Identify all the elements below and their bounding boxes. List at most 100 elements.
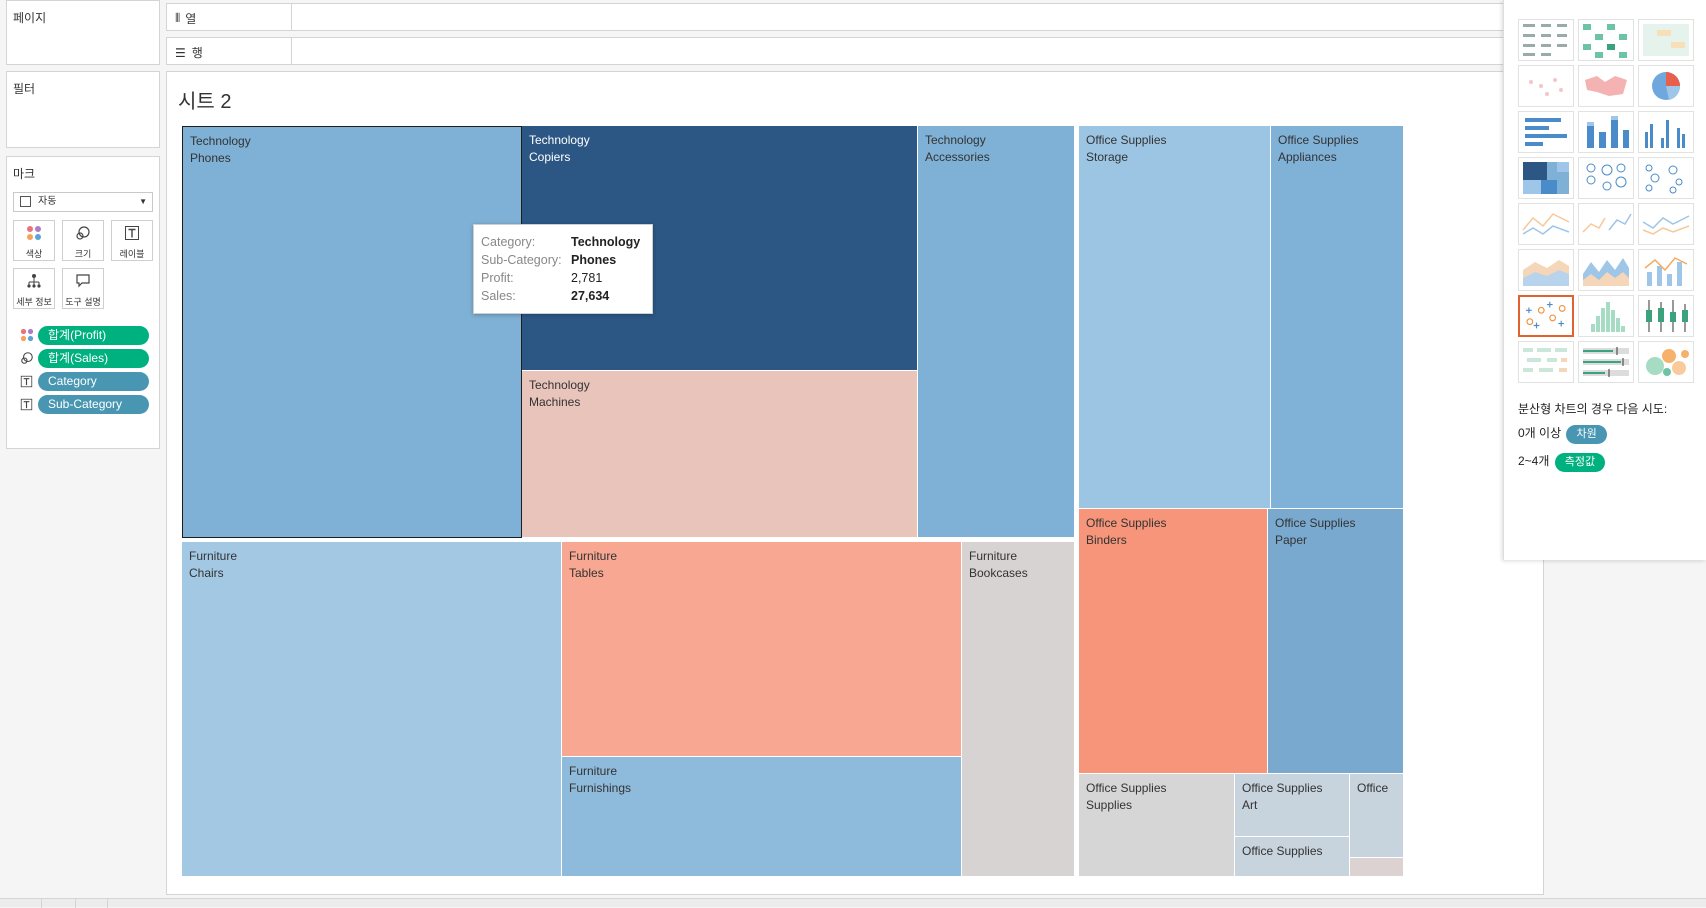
stacked-bars-thumb[interactable]: [1578, 111, 1634, 153]
show-me-hint-line2: 2~4개 측정값: [1518, 452, 1606, 472]
circle-view-thumb[interactable]: [1578, 157, 1634, 199]
category-pill[interactable]: Category: [38, 371, 149, 391]
cell-subcategory: Machines: [529, 395, 581, 409]
dual-line-thumb[interactable]: [1638, 203, 1694, 245]
tooltip-row: Profit: 2,781: [481, 269, 645, 287]
heatmap-thumb[interactable]: [1578, 19, 1634, 61]
treemap-cell-storage[interactable]: Office Supplies Storage: [1079, 126, 1271, 509]
filters-title: 필터: [13, 82, 36, 96]
cell-category: Office Supplies: [1242, 844, 1323, 858]
treemap-cell-tables[interactable]: Furniture Tables: [562, 542, 962, 757]
show-me-panel: 분산형 차트의 경우 다음 시도: 0개 이상 차원 2~4개 측정값: [1503, 0, 1706, 560]
area-continuous-thumb[interactable]: [1578, 249, 1634, 291]
measure-pill: 측정값: [1554, 453, 1606, 472]
filters-card[interactable]: 필터: [6, 71, 160, 148]
columns-text: 열: [185, 12, 197, 26]
text-table-thumb[interactable]: [1518, 19, 1574, 61]
pages-card[interactable]: 페이지: [6, 0, 160, 65]
treemap-cell-office-tiny[interactable]: Office: [1350, 774, 1404, 858]
treemap-thumb[interactable]: [1518, 157, 1574, 199]
cell-subcategory: Chairs: [189, 566, 224, 580]
mark-type-label: 자동: [38, 196, 57, 207]
side-by-side-bars-thumb[interactable]: [1638, 111, 1694, 153]
category-pill-row[interactable]: Category: [19, 371, 149, 391]
profit-pill-row[interactable]: 합계(Profit): [19, 325, 149, 345]
color-button[interactable]: 색상: [13, 220, 55, 261]
columns-drop-area[interactable]: [291, 4, 1705, 30]
label-T-icon: [112, 225, 152, 247]
symbol-map-thumb[interactable]: [1518, 65, 1574, 107]
gantt-thumb[interactable]: [1518, 341, 1574, 383]
label-T-icon: [19, 397, 34, 412]
tab-nav-first[interactable]: [0, 899, 42, 908]
treemap-cell-chairs[interactable]: Furniture Chairs: [182, 542, 562, 877]
treemap-cell-supplies[interactable]: Office Supplies Supplies: [1079, 774, 1235, 877]
highlight-table-thumb[interactable]: [1638, 19, 1694, 61]
treemap-cell-office-supplies-small[interactable]: Office Supplies: [1235, 837, 1350, 877]
rows-shelf[interactable]: ☰ 행: [166, 37, 1706, 65]
cell-category: Furniture: [189, 549, 238, 563]
rows-drop-area[interactable]: [291, 38, 1705, 64]
sales-pill[interactable]: 합계(Sales): [38, 348, 149, 368]
size-label: 크기: [74, 249, 92, 259]
cell-subcategory: Supplies: [1086, 798, 1133, 812]
treemap-cell-appliances[interactable]: Office Supplies Appliances: [1271, 126, 1404, 509]
box-plot-thumb[interactable]: [1638, 295, 1694, 337]
line-continuous-thumb[interactable]: [1578, 203, 1634, 245]
tooltip-value: 2,781: [571, 271, 603, 285]
line-discrete-thumb[interactable]: [1518, 203, 1574, 245]
cell-subcategory: Furnishings: [569, 781, 632, 795]
tooltip-row: Sub-Category: Phones: [481, 251, 645, 269]
cell-category: Office Supplies: [1242, 781, 1323, 795]
treemap-cell-tiny[interactable]: [1350, 858, 1404, 877]
histogram-thumb[interactable]: [1578, 295, 1634, 337]
treemap-cell-paper[interactable]: Office Supplies Paper: [1268, 509, 1404, 774]
columns-shelf-label: ⦀ 열: [175, 10, 196, 27]
tooltip-bubble-icon: [63, 273, 103, 295]
treemap-cell-machines[interactable]: Technology Machines: [522, 371, 918, 538]
scatter-plot-thumb[interactable]: [1518, 295, 1574, 337]
rows-shelf-label: ☰ 행: [175, 44, 203, 61]
size-button[interactable]: 크기: [62, 220, 104, 261]
subcategory-pill-row[interactable]: Sub-Category: [19, 394, 149, 414]
tab-nav-prev[interactable]: [42, 899, 76, 908]
cell-category: Furniture: [569, 764, 618, 778]
chevron-down-icon: ▼: [139, 197, 147, 206]
dual-combination-thumb[interactable]: [1638, 249, 1694, 291]
area-discrete-thumb[interactable]: [1518, 249, 1574, 291]
cell-subcategory: Storage: [1086, 150, 1129, 164]
profit-pill[interactable]: 합계(Profit): [38, 325, 149, 345]
label-T-icon: [19, 374, 34, 389]
tooltip-button[interactable]: 도구 설명: [62, 268, 104, 309]
cell-category: Technology: [190, 134, 251, 148]
packed-bubbles-thumb[interactable]: [1638, 341, 1694, 383]
cell-category: Office Supplies: [1086, 781, 1167, 795]
mark-type-dropdown[interactable]: 자동 ▼: [13, 192, 153, 212]
cell-category: Technology: [925, 133, 986, 147]
tooltip-key: Sales:: [481, 289, 516, 303]
treemap-cell-binders[interactable]: Office Supplies Binders: [1079, 509, 1268, 774]
treemap-cell-furnishings[interactable]: Furniture Furnishings: [562, 757, 962, 877]
tooltip-row: Sales: 27,634: [481, 287, 645, 305]
horizontal-bars-thumb[interactable]: [1518, 111, 1574, 153]
side-by-side-circles-thumb[interactable]: [1638, 157, 1694, 199]
mark-tooltip: Category: Technology Sub-Category: Phones …: [473, 224, 653, 314]
detail-button[interactable]: 세부 정보: [13, 268, 55, 309]
cell-subcategory: Appliances: [1278, 150, 1337, 164]
sales-pill-row[interactable]: 합계(Sales): [19, 348, 149, 368]
treemap-cell-accessories[interactable]: Technology Accessories: [918, 126, 1075, 538]
treemap-cell-bookcases[interactable]: Furniture Bookcases: [962, 542, 1075, 877]
treemap-cell-phones[interactable]: Technology Phones: [182, 126, 522, 538]
label-label: 레이블: [119, 249, 145, 259]
size-circles-icon: [19, 351, 34, 366]
subcategory-pill[interactable]: Sub-Category: [38, 394, 149, 414]
tab-nav-next[interactable]: [76, 899, 108, 908]
filled-map-thumb[interactable]: [1578, 65, 1634, 107]
label-button[interactable]: 레이블: [111, 220, 153, 261]
cell-subcategory: Binders: [1086, 533, 1127, 547]
pie-chart-thumb[interactable]: [1638, 65, 1694, 107]
columns-shelf[interactable]: ⦀ 열: [166, 3, 1706, 31]
bullet-graph-thumb[interactable]: [1578, 341, 1634, 383]
treemap-cell-art[interactable]: Office Supplies Art: [1235, 774, 1350, 837]
tooltip-key: Profit:: [481, 271, 514, 285]
